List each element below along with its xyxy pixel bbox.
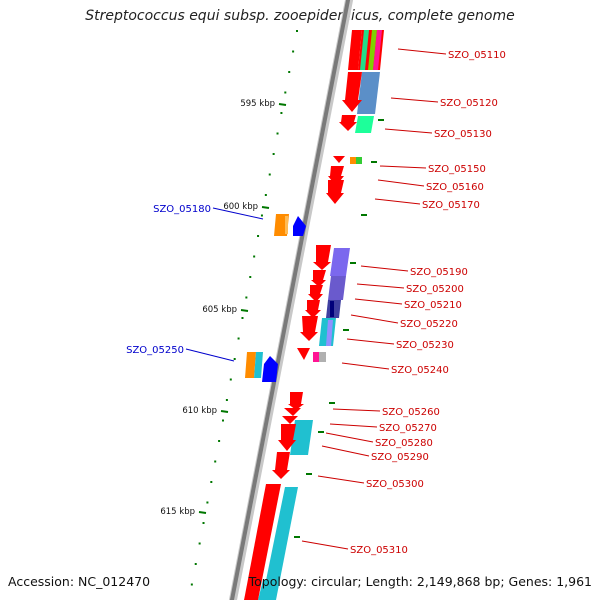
gene-label[interactable]: SZO_05220	[400, 319, 458, 330]
gene-label[interactable]: SZO_05250	[126, 345, 184, 356]
gene-label[interactable]: SZO_05210	[404, 300, 462, 311]
gene-label[interactable]: SZO_05230	[396, 340, 454, 351]
gene-label[interactable]: SZO_05180	[153, 204, 211, 215]
gene-label[interactable]: SZO_05290	[371, 452, 429, 463]
gene-arrows	[244, 30, 362, 600]
gene-label[interactable]: SZO_05170	[422, 200, 480, 211]
scale-ticks	[198, 103, 287, 514]
gene-label[interactable]: SZO_05200	[406, 284, 464, 295]
gene-label[interactable]: SZO_05310	[350, 545, 408, 556]
gene-label[interactable]: SZO_05110	[448, 50, 506, 61]
gene-label[interactable]: SZO_05240	[391, 365, 449, 376]
gene-label[interactable]: SZO_05160	[426, 182, 484, 193]
gene-label[interactable]: SZO_05260	[382, 407, 440, 418]
scale-labels: 595 kbp 600 kbp 605 kbp 610 kbp 615 kbp	[160, 99, 275, 517]
genome-backbone	[229, 0, 351, 600]
scale-label: 610 kbp	[182, 406, 217, 416]
topology-text: Topology: circular; Length: 2,149,868 bp…	[248, 574, 592, 589]
scale-label: 595 kbp	[240, 99, 275, 109]
scale-label: 605 kbp	[202, 305, 237, 315]
gene-label[interactable]: SZO_05130	[434, 129, 492, 140]
feature-blocks	[245, 30, 384, 600]
genome-title: Streptococcus equi subsp. zooepidemicus,…	[85, 8, 515, 24]
scale-label: 600 kbp	[223, 202, 258, 212]
gene-label[interactable]: SZO_05270	[379, 423, 437, 434]
scale-minor-ticks	[190, 30, 384, 586]
gene-labels: SZO_05110 SZO_05120 SZO_05130 SZO_05150 SZO_…	[126, 48, 506, 556]
gene-label[interactable]: SZO_05190	[410, 267, 468, 278]
gene-label[interactable]: SZO_05150	[428, 164, 486, 175]
gene-label[interactable]: SZO_05300	[366, 479, 424, 490]
accession-text: Accession: NC_012470	[8, 574, 151, 589]
scale-label: 615 kbp	[160, 507, 195, 517]
gene-label[interactable]: SZO_05280	[375, 438, 433, 449]
gene-label[interactable]: SZO_05120	[440, 98, 498, 109]
